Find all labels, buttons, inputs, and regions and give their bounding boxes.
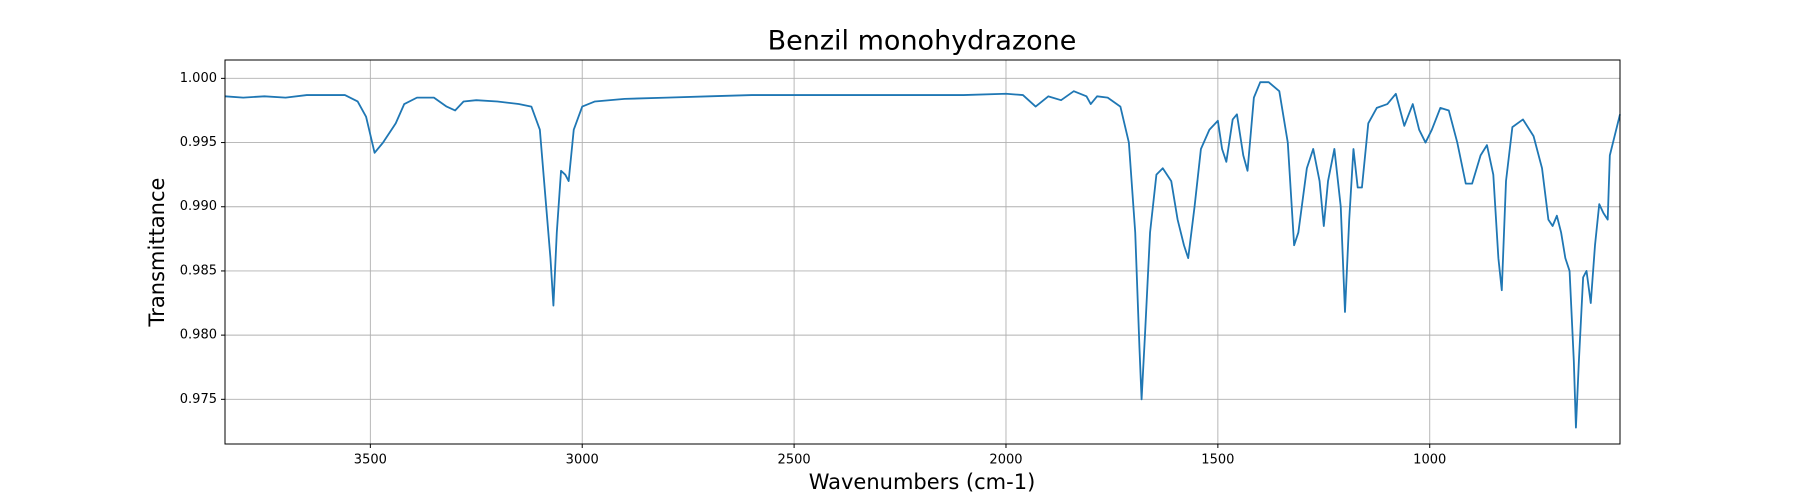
x-tick-label: 3000 <box>566 453 599 468</box>
y-tick-label: 0.975 <box>180 392 217 407</box>
y-tick-label: 0.990 <box>180 199 217 214</box>
y-tick-label: 0.995 <box>180 135 217 150</box>
y-tick-label: 0.985 <box>180 263 217 278</box>
x-tick-label: 2500 <box>778 453 811 468</box>
x-tick-label: 1000 <box>1413 453 1446 468</box>
plot-frame <box>224 59 1621 445</box>
y-tick-label: 1.000 <box>180 71 217 86</box>
x-tick-label: 2000 <box>989 453 1022 468</box>
x-axis-label: Wavenumbers (cm-1) <box>809 470 1036 494</box>
x-tick-label: 1500 <box>1201 453 1234 468</box>
y-axis-label: Transmittance <box>145 178 169 328</box>
y-tick-label: 0.980 <box>180 328 217 343</box>
x-tick-label: 3500 <box>354 453 387 468</box>
spectrum-line <box>224 81 1621 429</box>
chart-title: Benzil monohydrazone <box>768 26 1077 57</box>
